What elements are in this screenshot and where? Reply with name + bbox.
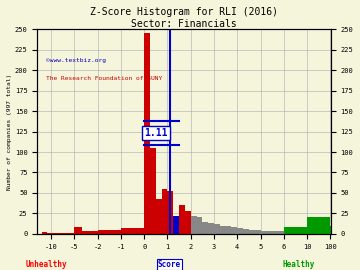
Bar bbox=[51, 233, 56, 234]
Bar bbox=[179, 205, 185, 234]
Bar bbox=[42, 232, 46, 234]
Text: Score: Score bbox=[158, 260, 181, 269]
Bar bbox=[197, 217, 202, 234]
Bar bbox=[266, 231, 272, 234]
Bar bbox=[208, 223, 214, 234]
Bar bbox=[173, 216, 179, 234]
Bar bbox=[202, 222, 208, 234]
Bar bbox=[220, 226, 226, 234]
Bar bbox=[231, 227, 237, 234]
Bar bbox=[56, 233, 60, 234]
Bar bbox=[60, 233, 65, 234]
Bar bbox=[191, 216, 197, 234]
Bar bbox=[243, 229, 249, 234]
Bar bbox=[156, 200, 162, 234]
Text: Healthy: Healthy bbox=[283, 260, 315, 269]
Text: Unhealthy: Unhealthy bbox=[26, 260, 68, 269]
Bar bbox=[82, 231, 90, 234]
Title: Z-Score Histogram for RLI (2016)
Sector: Financials: Z-Score Histogram for RLI (2016) Sector:… bbox=[90, 7, 278, 29]
Bar bbox=[255, 230, 261, 234]
Bar bbox=[249, 230, 255, 234]
Bar bbox=[162, 189, 167, 234]
Bar bbox=[70, 233, 75, 234]
Bar bbox=[121, 228, 144, 234]
Y-axis label: Number of companies (997 total): Number of companies (997 total) bbox=[7, 73, 12, 190]
Bar bbox=[226, 227, 231, 234]
Bar bbox=[150, 148, 156, 234]
Bar bbox=[75, 227, 82, 234]
Bar bbox=[144, 33, 150, 234]
Bar bbox=[237, 228, 243, 234]
Bar bbox=[307, 217, 330, 234]
Bar bbox=[185, 211, 191, 234]
Bar bbox=[278, 231, 284, 234]
Bar bbox=[272, 231, 278, 234]
Bar bbox=[65, 233, 70, 234]
Bar bbox=[167, 191, 173, 234]
Bar bbox=[98, 230, 121, 234]
Text: 1.11: 1.11 bbox=[144, 128, 168, 138]
Bar bbox=[46, 233, 51, 234]
Bar bbox=[90, 231, 98, 234]
Bar bbox=[261, 231, 266, 234]
Bar bbox=[214, 224, 220, 234]
Text: ©www.textbiz.org: ©www.textbiz.org bbox=[46, 58, 106, 63]
Bar bbox=[284, 227, 307, 234]
Text: The Research Foundation of SUNY: The Research Foundation of SUNY bbox=[46, 76, 162, 82]
